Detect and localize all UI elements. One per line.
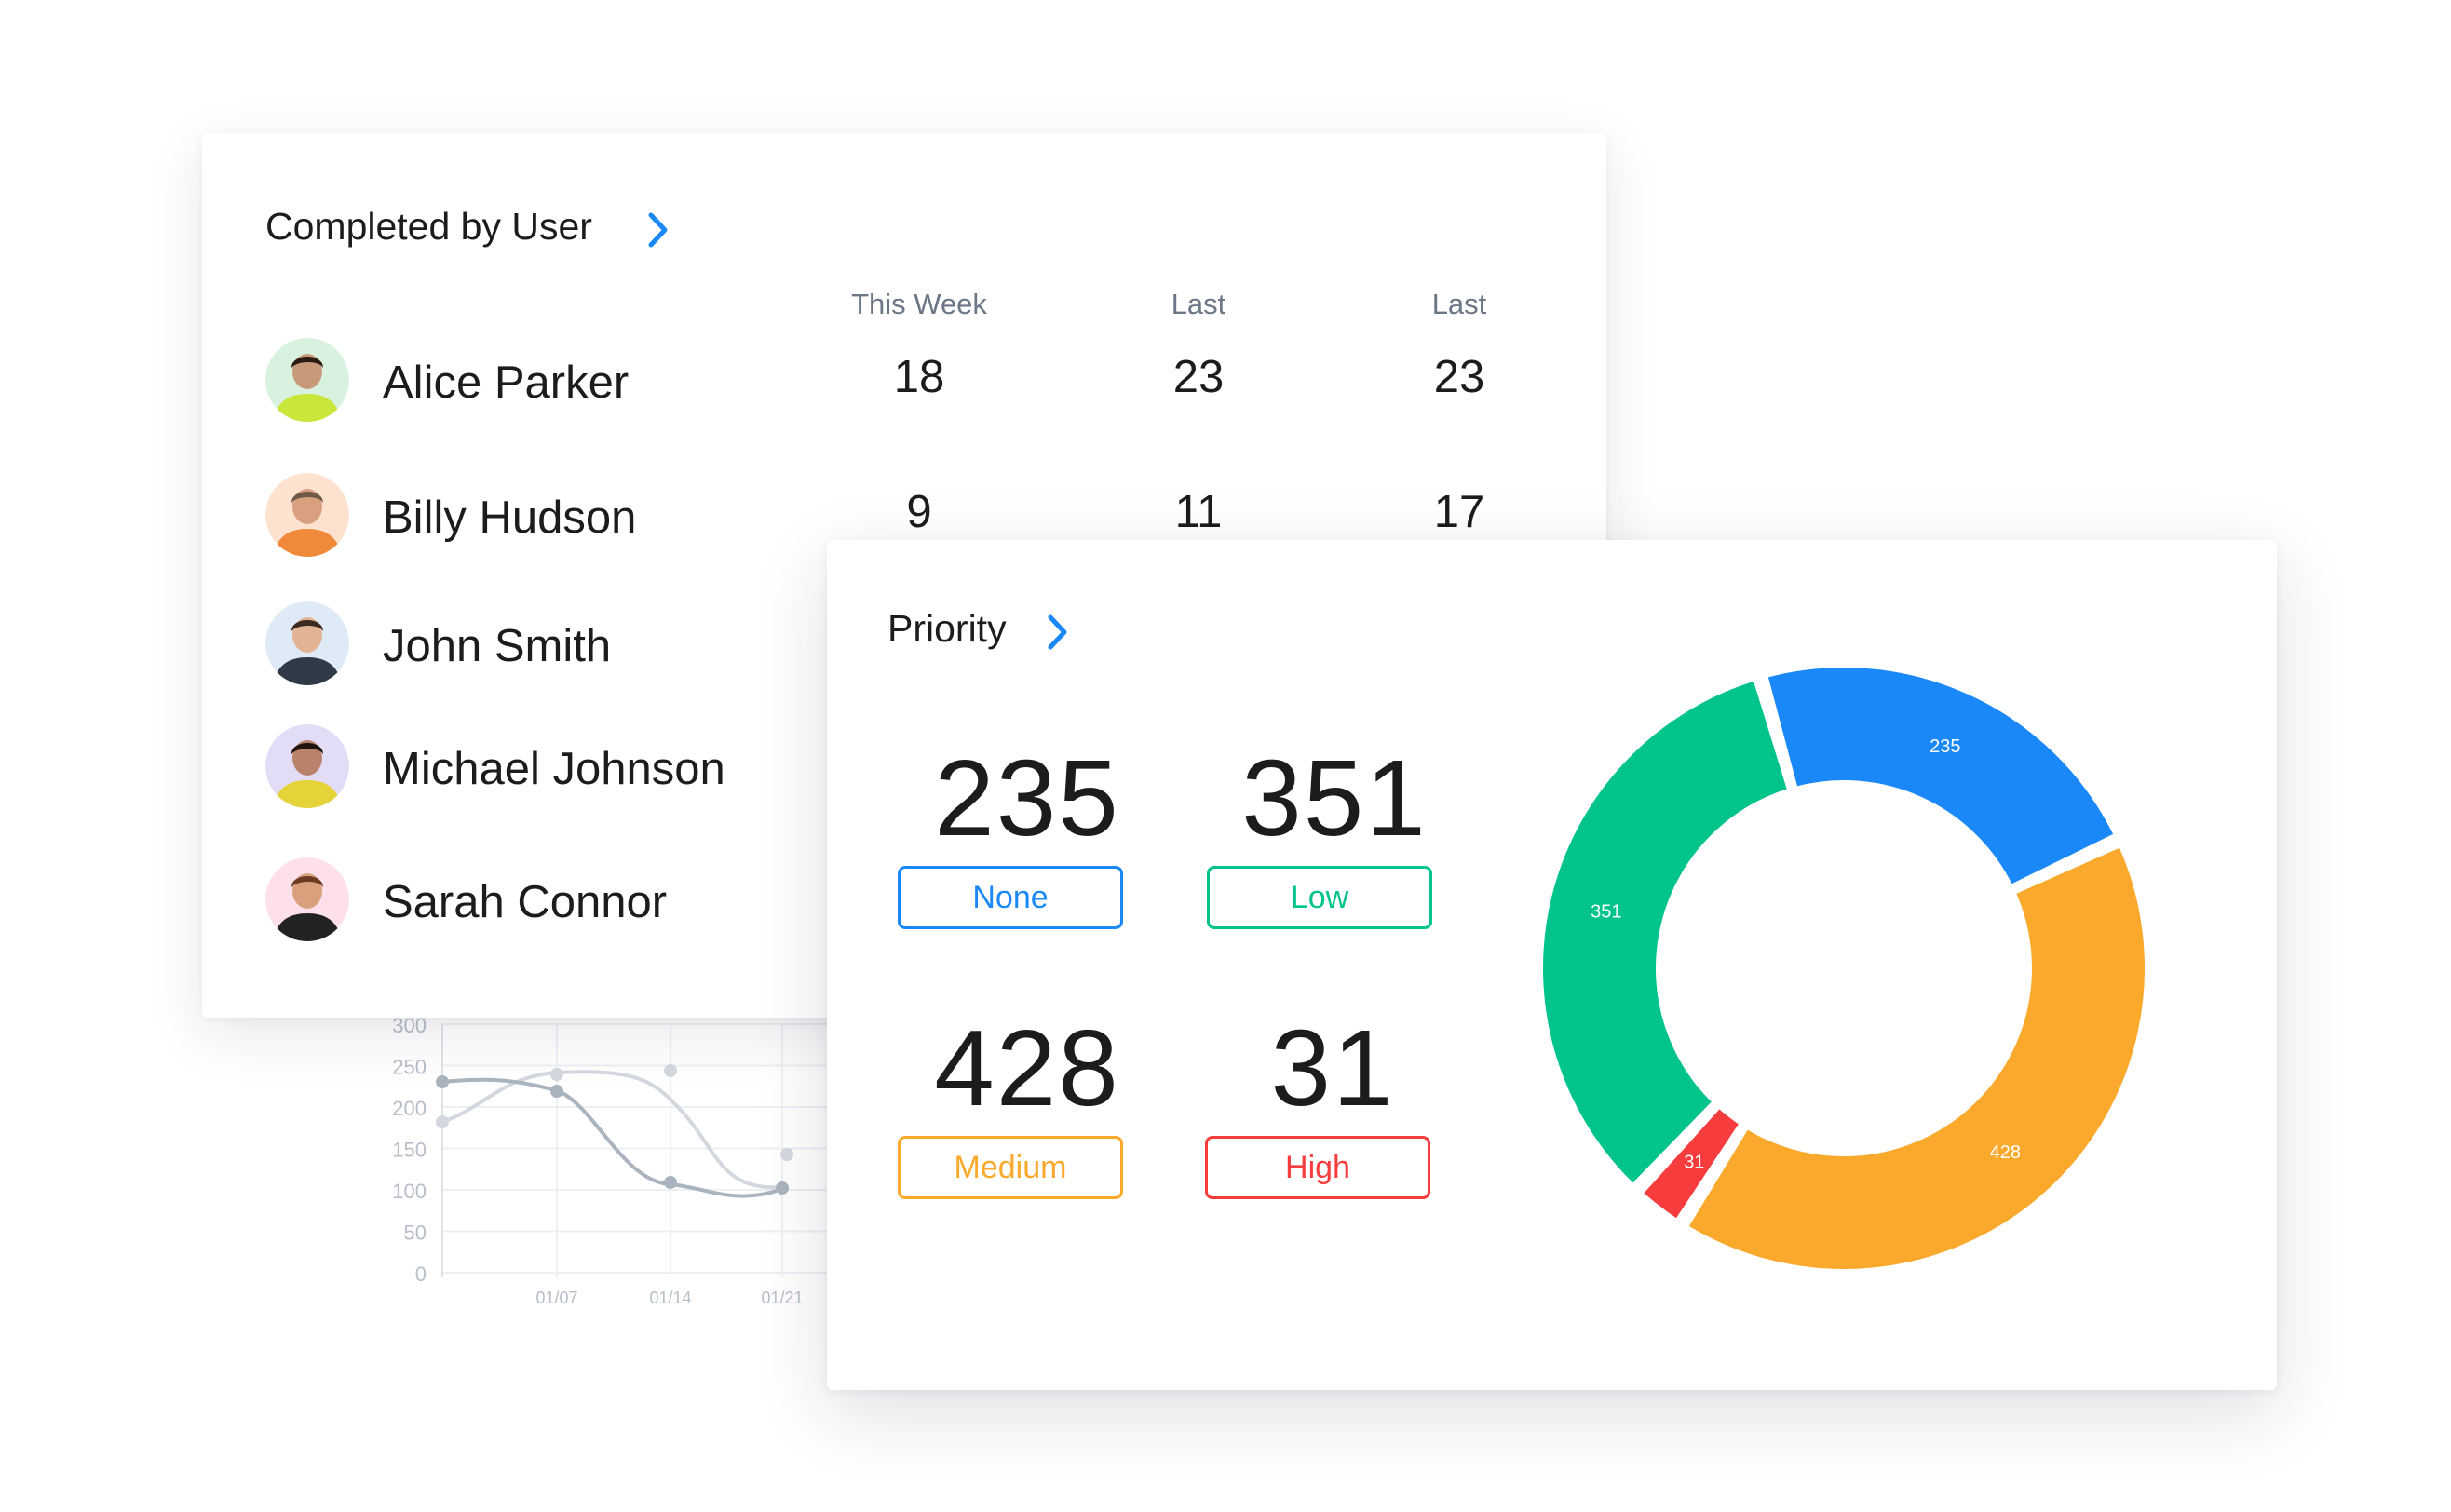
donut-slice-label: 351 xyxy=(1591,902,1621,923)
x-tick-label: 01/21 xyxy=(761,1289,803,1307)
user-count: 17 xyxy=(1433,487,1485,537)
donut-slice-low[interactable] xyxy=(1539,676,1792,1188)
y-tick-label: 200 xyxy=(392,1097,427,1120)
y-tick-label: 0 xyxy=(415,1262,427,1286)
chart-point xyxy=(436,1115,449,1128)
y-tick-label: 300 xyxy=(392,1014,427,1037)
user-row[interactable]: Alice Parker 18 23 23 xyxy=(265,338,1550,427)
y-tick-label: 50 xyxy=(404,1222,427,1245)
y-tick-label: 250 xyxy=(392,1056,427,1079)
chart-x-ticks: 01/07 01/14 01/21 xyxy=(535,1289,803,1307)
donut-slice-high[interactable] xyxy=(1638,1103,1744,1223)
y-tick-label: 100 xyxy=(392,1180,427,1203)
chart-point xyxy=(664,1176,677,1189)
chart-point xyxy=(550,1068,563,1081)
donut-slice-label: 31 xyxy=(1684,1153,1704,1173)
priority-count-low: 351 xyxy=(1241,737,1428,858)
priority-badge-low[interactable]: Low xyxy=(1207,866,1432,929)
chart-point xyxy=(780,1148,793,1161)
user-name: Sarah Connor xyxy=(383,877,668,927)
user-name: John Smith xyxy=(383,621,612,671)
chart-point xyxy=(776,1181,789,1195)
donut-slice-label: 235 xyxy=(1930,736,1960,757)
priority-count-none: 235 xyxy=(934,737,1120,858)
chart-point xyxy=(436,1075,449,1088)
priority-count-high: 31 xyxy=(1270,1007,1395,1128)
priority-badge-none[interactable]: None xyxy=(898,866,1123,929)
column-header-last: Last xyxy=(1171,288,1226,320)
chart-point xyxy=(550,1085,563,1098)
priority-count-medium: 428 xyxy=(934,1007,1120,1128)
column-header-last-2: Last xyxy=(1431,288,1487,320)
x-tick-label: 01/07 xyxy=(535,1289,577,1307)
x-tick-label: 01/14 xyxy=(649,1289,691,1307)
user-name: Michael Johnson xyxy=(383,744,725,794)
user-row[interactable]: Michael Johnson xyxy=(265,724,1550,814)
user-count: 11 xyxy=(1174,487,1223,537)
donut-slice-medium[interactable] xyxy=(1684,843,2148,1273)
column-header-this-week: This Week xyxy=(851,288,987,320)
avatar xyxy=(265,601,349,685)
chart-y-ticks: 300 250 200 150 100 50 0 xyxy=(392,1014,427,1286)
user-count: 23 xyxy=(1172,352,1225,402)
background-line-chart: 300 250 200 150 100 50 0 01/07 01/14 01/21 xyxy=(392,1014,838,1307)
user-name: Billy Hudson xyxy=(383,493,637,543)
priority-donut-chart: 235 428 31 351 xyxy=(1539,664,2148,1273)
priority-card-title: Priority xyxy=(887,607,1007,650)
user-count: 23 xyxy=(1433,352,1485,402)
avatar xyxy=(265,724,349,808)
donut-slice-label: 428 xyxy=(1990,1142,2021,1163)
avatar xyxy=(265,473,349,557)
avatar xyxy=(265,338,349,422)
priority-badge-medium[interactable]: Medium xyxy=(898,1136,1123,1199)
avatar xyxy=(265,857,349,941)
chart-point xyxy=(664,1064,677,1077)
donut-slice-none[interactable] xyxy=(1763,664,2119,889)
chart-series-light xyxy=(441,1070,783,1190)
user-row[interactable]: Sarah Connor xyxy=(265,857,1550,947)
chart-grid xyxy=(441,1023,838,1277)
chart-series-dark xyxy=(441,1077,783,1198)
user-count: 9 xyxy=(906,487,932,537)
users-card-title: Completed by User xyxy=(265,205,592,248)
user-count: 18 xyxy=(893,352,945,402)
chevron-right-icon[interactable] xyxy=(644,209,672,250)
y-tick-label: 150 xyxy=(392,1139,427,1162)
chevron-right-icon[interactable] xyxy=(1044,612,1072,653)
priority-badge-high[interactable]: High xyxy=(1205,1136,1430,1199)
user-name: Alice Parker xyxy=(383,358,630,408)
user-row[interactable]: John Smith xyxy=(265,601,1550,691)
user-row[interactable]: Billy Hudson 9 11 17 xyxy=(265,473,1550,562)
